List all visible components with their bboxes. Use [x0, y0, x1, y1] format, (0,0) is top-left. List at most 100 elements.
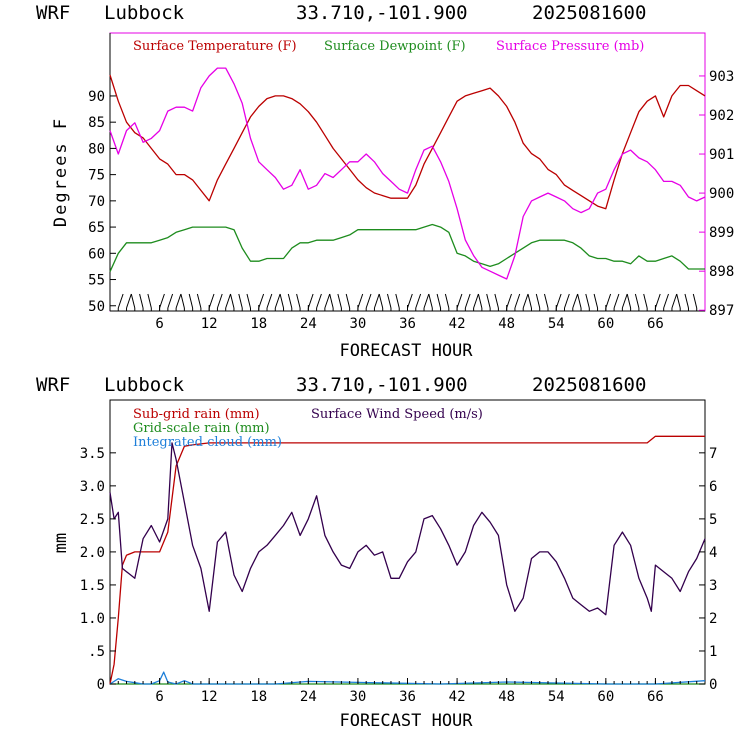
wind-barb	[180, 293, 185, 309]
site-label: Lubbock	[104, 2, 185, 24]
series-line-pres	[109, 67, 706, 280]
y-tick-label: 0	[97, 677, 105, 693]
wind-barb	[337, 293, 342, 309]
coords-label: 33.710,-101.900	[296, 2, 468, 24]
x-tick-label: 60	[597, 689, 614, 705]
x-tick-label: 48	[498, 689, 515, 705]
meteogram-top: 6 12 18 24 30 36 42 48 54 60 66 50 55 60 65 70 75 80 85 90 8…	[51, 32, 734, 361]
y-tick-label: 3.5	[80, 446, 105, 462]
y-tick-label: 1.5	[80, 578, 105, 594]
wind-barb	[423, 293, 430, 309]
wind-barb	[514, 293, 521, 309]
wind-barb	[486, 293, 491, 309]
wind-barb	[238, 293, 243, 309]
wind-barb	[378, 293, 384, 309]
wind-barb	[296, 293, 301, 309]
x-tick-label: 48	[498, 316, 515, 332]
coords-label: 33.710,-101.900	[296, 374, 468, 396]
wind-barb	[522, 293, 529, 309]
y-tick-label: 2.0	[80, 545, 105, 561]
wind-barb	[671, 293, 678, 309]
y2-tick-label: 2	[709, 611, 717, 627]
x-tick-label: 42	[449, 689, 466, 705]
y2-tick-label: 0	[709, 677, 717, 693]
y2-tick-label: 3	[709, 578, 717, 594]
wind-barb	[225, 293, 231, 309]
y2-tick-label: 5	[709, 512, 717, 528]
y-tick-label: 1.0	[80, 611, 105, 627]
x-tick-label: 54	[548, 316, 565, 332]
y2-tick-label: 901	[709, 147, 734, 163]
y-tick-label: 60	[88, 246, 105, 262]
wind-barb	[395, 293, 400, 309]
x-tick-label: 42	[449, 316, 466, 332]
wind-barb	[373, 293, 380, 309]
wind-barb	[564, 293, 570, 309]
wind-barb	[365, 293, 372, 309]
legend-surface-pressure: Surface Pressure (mb)	[496, 39, 644, 54]
x-tick-label: 66	[647, 316, 664, 332]
wind-barb	[676, 293, 681, 309]
wind-barb	[535, 293, 541, 309]
y2-tick-label: 7	[709, 446, 717, 462]
legend-surface-temperature: Surface Temperature (F)	[133, 39, 297, 54]
legend-subgrid-rain: Sub-grid rain (mm)	[133, 407, 260, 422]
series-line-temp	[109, 74, 706, 210]
wind-barb	[407, 293, 413, 309]
y2-tick-label: 902	[709, 108, 734, 124]
wind-barb	[663, 293, 669, 309]
wind-barb	[324, 293, 331, 309]
wind-barb	[643, 293, 648, 309]
wind-barb	[585, 293, 590, 309]
wind-barb	[345, 293, 351, 309]
wind-barb	[654, 293, 661, 309]
y-tick-label: 70	[88, 194, 105, 210]
x-tick-label: 30	[349, 689, 366, 705]
wind-barb	[572, 293, 579, 309]
model-label: WRF	[36, 374, 71, 396]
wind-barb	[208, 293, 215, 309]
header-2: WRF Lubbock 33.710,-101.900 2025081600	[0, 372, 740, 398]
legend-surface-dewpoint: Surface Dewpoint (F)	[324, 39, 466, 54]
x-tick-label: 36	[399, 689, 416, 705]
wind-barb	[266, 293, 273, 309]
wind-barb	[577, 293, 582, 309]
wind-barb	[274, 293, 281, 309]
wind-barb	[613, 293, 620, 309]
wind-barb	[258, 293, 265, 309]
x-tick-label: 66	[647, 689, 664, 705]
y-tick-label: 65	[88, 220, 105, 236]
y2-tick-label: 897	[709, 303, 734, 319]
legend-integrated-cloud: Integrated cloud (mm)	[133, 435, 282, 450]
wind-barb	[175, 293, 182, 309]
wind-barb	[692, 293, 698, 309]
wind-barb	[506, 293, 512, 309]
wind-barb	[605, 293, 612, 309]
x-axis-label: FORECAST HOUR	[339, 711, 473, 731]
y-tick-label: 85	[88, 115, 105, 131]
y-tick-label: 90	[88, 89, 105, 105]
x-tick-label: 24	[300, 316, 317, 332]
y-tick-label: 2.5	[80, 512, 105, 528]
wind-barb	[216, 293, 223, 309]
wind-barb	[473, 293, 479, 309]
y2-tick-label: 6	[709, 479, 717, 495]
wind-barb	[527, 293, 532, 309]
y2-tick-label: 899	[709, 225, 734, 241]
wind-barb	[593, 293, 599, 309]
y-tick-label: 50	[88, 299, 105, 315]
wind-barb	[464, 293, 471, 309]
wind-barb	[357, 293, 364, 309]
wind-barb	[544, 293, 549, 309]
series-line-wind	[109, 442, 706, 616]
y2-tick-label: 1	[709, 644, 717, 660]
x-tick-label: 54	[548, 689, 565, 705]
wind-barb	[139, 293, 144, 309]
model-label: WRF	[36, 2, 71, 24]
y2-tick-label: 900	[709, 186, 734, 202]
wind-barb	[159, 293, 165, 309]
wind-barb	[494, 293, 499, 309]
wind-barb	[329, 293, 334, 309]
wind-barb	[130, 293, 136, 309]
